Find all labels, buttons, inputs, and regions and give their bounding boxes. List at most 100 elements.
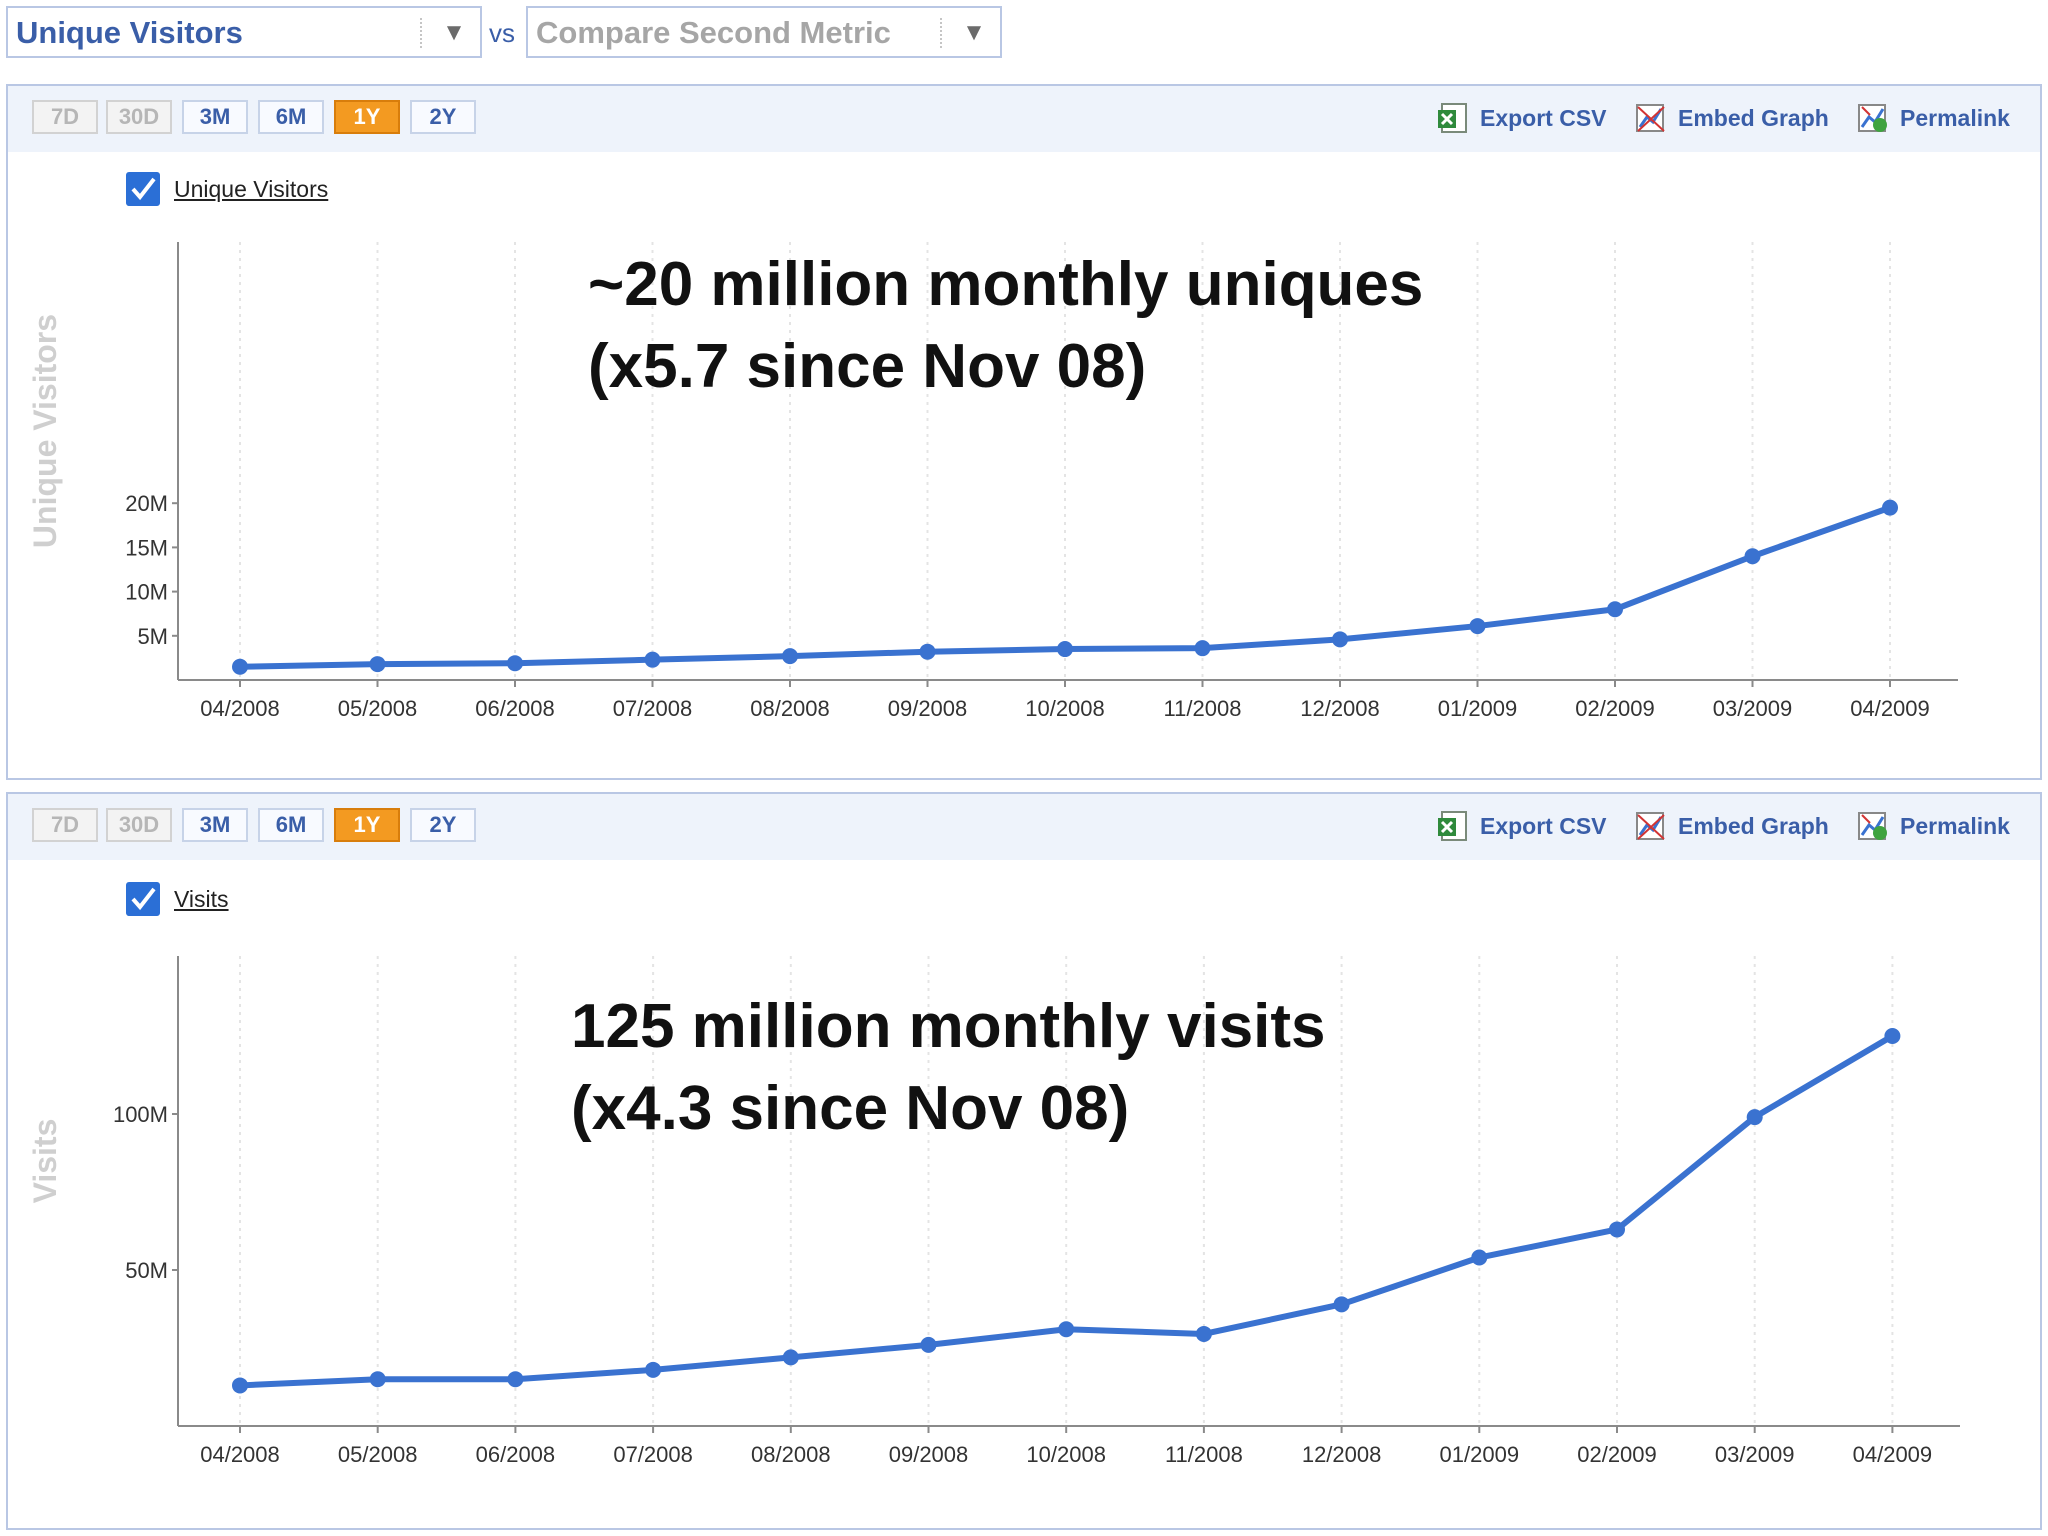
range-button-7d[interactable]: 7D [32,808,98,842]
primary-metric-value: Unique Visitors [16,15,243,50]
x-tick-label: 04/2009 [1853,1442,1933,1467]
x-tick-label: 10/2008 [1025,696,1105,721]
data-point [1746,1109,1763,1126]
annotation-line-2: (x5.7 since Nov 08) [588,332,1147,401]
x-tick-label: 11/2008 [1164,696,1242,721]
permalink-icon [1858,104,1887,132]
dropdown-arrow-icon[interactable]: ▼ [442,19,466,46]
data-point [1332,631,1348,648]
legend-label-visits[interactable]: Visits [174,885,229,912]
x-tick-label: 06/2008 [475,696,555,721]
range-button-1y[interactable]: 1Y [334,100,400,134]
secondary-metric-placeholder: Compare Second Metric [536,15,891,50]
visits-panel: 7D 30D 3M 6M 1Y 2Y Export CSV Embed Grap… [6,792,2042,1530]
range-button-3m[interactable]: 3M [182,100,248,134]
data-point [232,1377,248,1394]
series-checkbox[interactable] [126,882,160,916]
annotation-line-1: ~20 million monthly uniques [588,250,1424,319]
select-divider [420,18,422,48]
data-point [1471,1249,1488,1266]
x-tick-label: 02/2009 [1575,696,1655,721]
range-button-30d[interactable]: 30D [106,100,172,134]
data-point [1882,499,1898,516]
permalink-link[interactable]: Permalink [1856,806,2010,846]
y-axis-title: Unique Visitors [27,314,63,548]
data-point [919,643,936,660]
excel-icon [1438,811,1467,841]
panel-toolbar: 7D 30D 3M 6M 1Y 2Y Export CSV Embed Grap… [8,86,2040,152]
y-tick-label: 100M [113,1102,168,1127]
visits-chart: 50M 100M 04/2008 05/2008 06/2008 07/2008 08/20… [27,956,1960,1467]
range-button-1y[interactable]: 1Y [334,808,400,842]
x-tick-label: 04/2008 [200,1442,280,1467]
x-tick-label: 05/2008 [338,1442,418,1467]
permalink-link[interactable]: Permalink [1856,98,2010,138]
data-point [782,1349,799,1366]
legend-label-unique-visitors[interactable]: Unique Visitors [174,175,329,202]
data-point [645,1361,662,1378]
embed-graph-icon [1636,812,1665,840]
excel-icon [1438,103,1467,133]
unique-visitors-chart: 5M 10M 15M 20M 04/2008 05/2008 06/2008 07/2008 0… [27,242,1958,721]
data-point [1607,601,1623,618]
x-tick-label: 08/2008 [751,1442,831,1467]
range-button-7d[interactable]: 7D [32,100,98,134]
series-checkbox[interactable] [126,172,160,206]
data-point [1744,548,1761,565]
x-tick-label: 11/2008 [1165,1442,1243,1467]
export-csv-label: Export CSV [1480,812,1607,839]
data-point [369,1371,386,1388]
x-tick-label: 06/2008 [476,1442,556,1467]
data-point [232,658,248,675]
x-tick-label: 09/2008 [889,1442,969,1467]
data-point [507,1371,524,1388]
range-button-30d[interactable]: 30D [106,808,172,842]
data-point [644,651,661,668]
permalink-label: Permalink [1900,104,2010,131]
annotation: ~20 million monthly uniques (x5.7 since … [588,244,1423,408]
series-legend: Unique Visitors [126,172,328,206]
x-tick-label: 01/2009 [1438,696,1518,721]
annotation: 125 million monthly visits (x4.3 since N… [571,986,1326,1150]
dropdown-arrow-icon[interactable]: ▼ [962,19,986,46]
annotation-line-1: 125 million monthly visits [571,992,1326,1061]
x-tick-label: 04/2009 [1850,696,1930,721]
checkmark-icon [131,177,156,201]
vs-label: vs [489,18,515,48]
export-csv-link[interactable]: Export CSV [1436,806,1607,846]
data-point [1884,1028,1901,1044]
data-point [1333,1296,1350,1313]
data-point [1195,1325,1212,1342]
embed-graph-label: Embed Graph [1678,104,1829,131]
range-button-3m[interactable]: 3M [182,808,248,842]
range-button-6m[interactable]: 6M [258,100,324,134]
x-tick-label: 01/2009 [1440,1442,1520,1467]
secondary-metric-select[interactable]: Compare Second Metric ▼ [526,6,1002,58]
range-button-2y[interactable]: 2Y [410,808,476,842]
data-point [1194,640,1211,657]
x-tick-label: 03/2009 [1715,1442,1795,1467]
series-legend: Visits [126,882,229,916]
range-button-6m[interactable]: 6M [258,808,324,842]
x-tick-label: 07/2008 [613,1442,693,1467]
data-point [782,648,798,665]
primary-metric-select[interactable]: Unique Visitors ▼ [6,6,482,58]
x-tick-label: 04/2008 [200,696,280,721]
data-point [1609,1221,1625,1238]
export-csv-link[interactable]: Export CSV [1436,98,1607,138]
x-tick-label: 08/2008 [750,696,830,721]
x-tick-label: 09/2008 [888,696,968,721]
y-tick-label: 15M [125,535,168,560]
embed-graph-label: Embed Graph [1678,812,1829,839]
range-button-2y[interactable]: 2Y [410,100,476,134]
x-tick-label: 03/2009 [1713,696,1793,721]
x-tick-label: 05/2008 [338,696,418,721]
y-tick-label: 5M [137,624,168,649]
embed-graph-link[interactable]: Embed Graph [1634,806,1829,846]
y-tick-label: 50M [125,1258,168,1283]
x-tick-label: 07/2008 [613,696,693,721]
embed-graph-link[interactable]: Embed Graph [1634,98,1829,138]
data-point [1057,641,1073,658]
export-csv-label: Export CSV [1480,104,1607,131]
data-point [507,655,523,672]
